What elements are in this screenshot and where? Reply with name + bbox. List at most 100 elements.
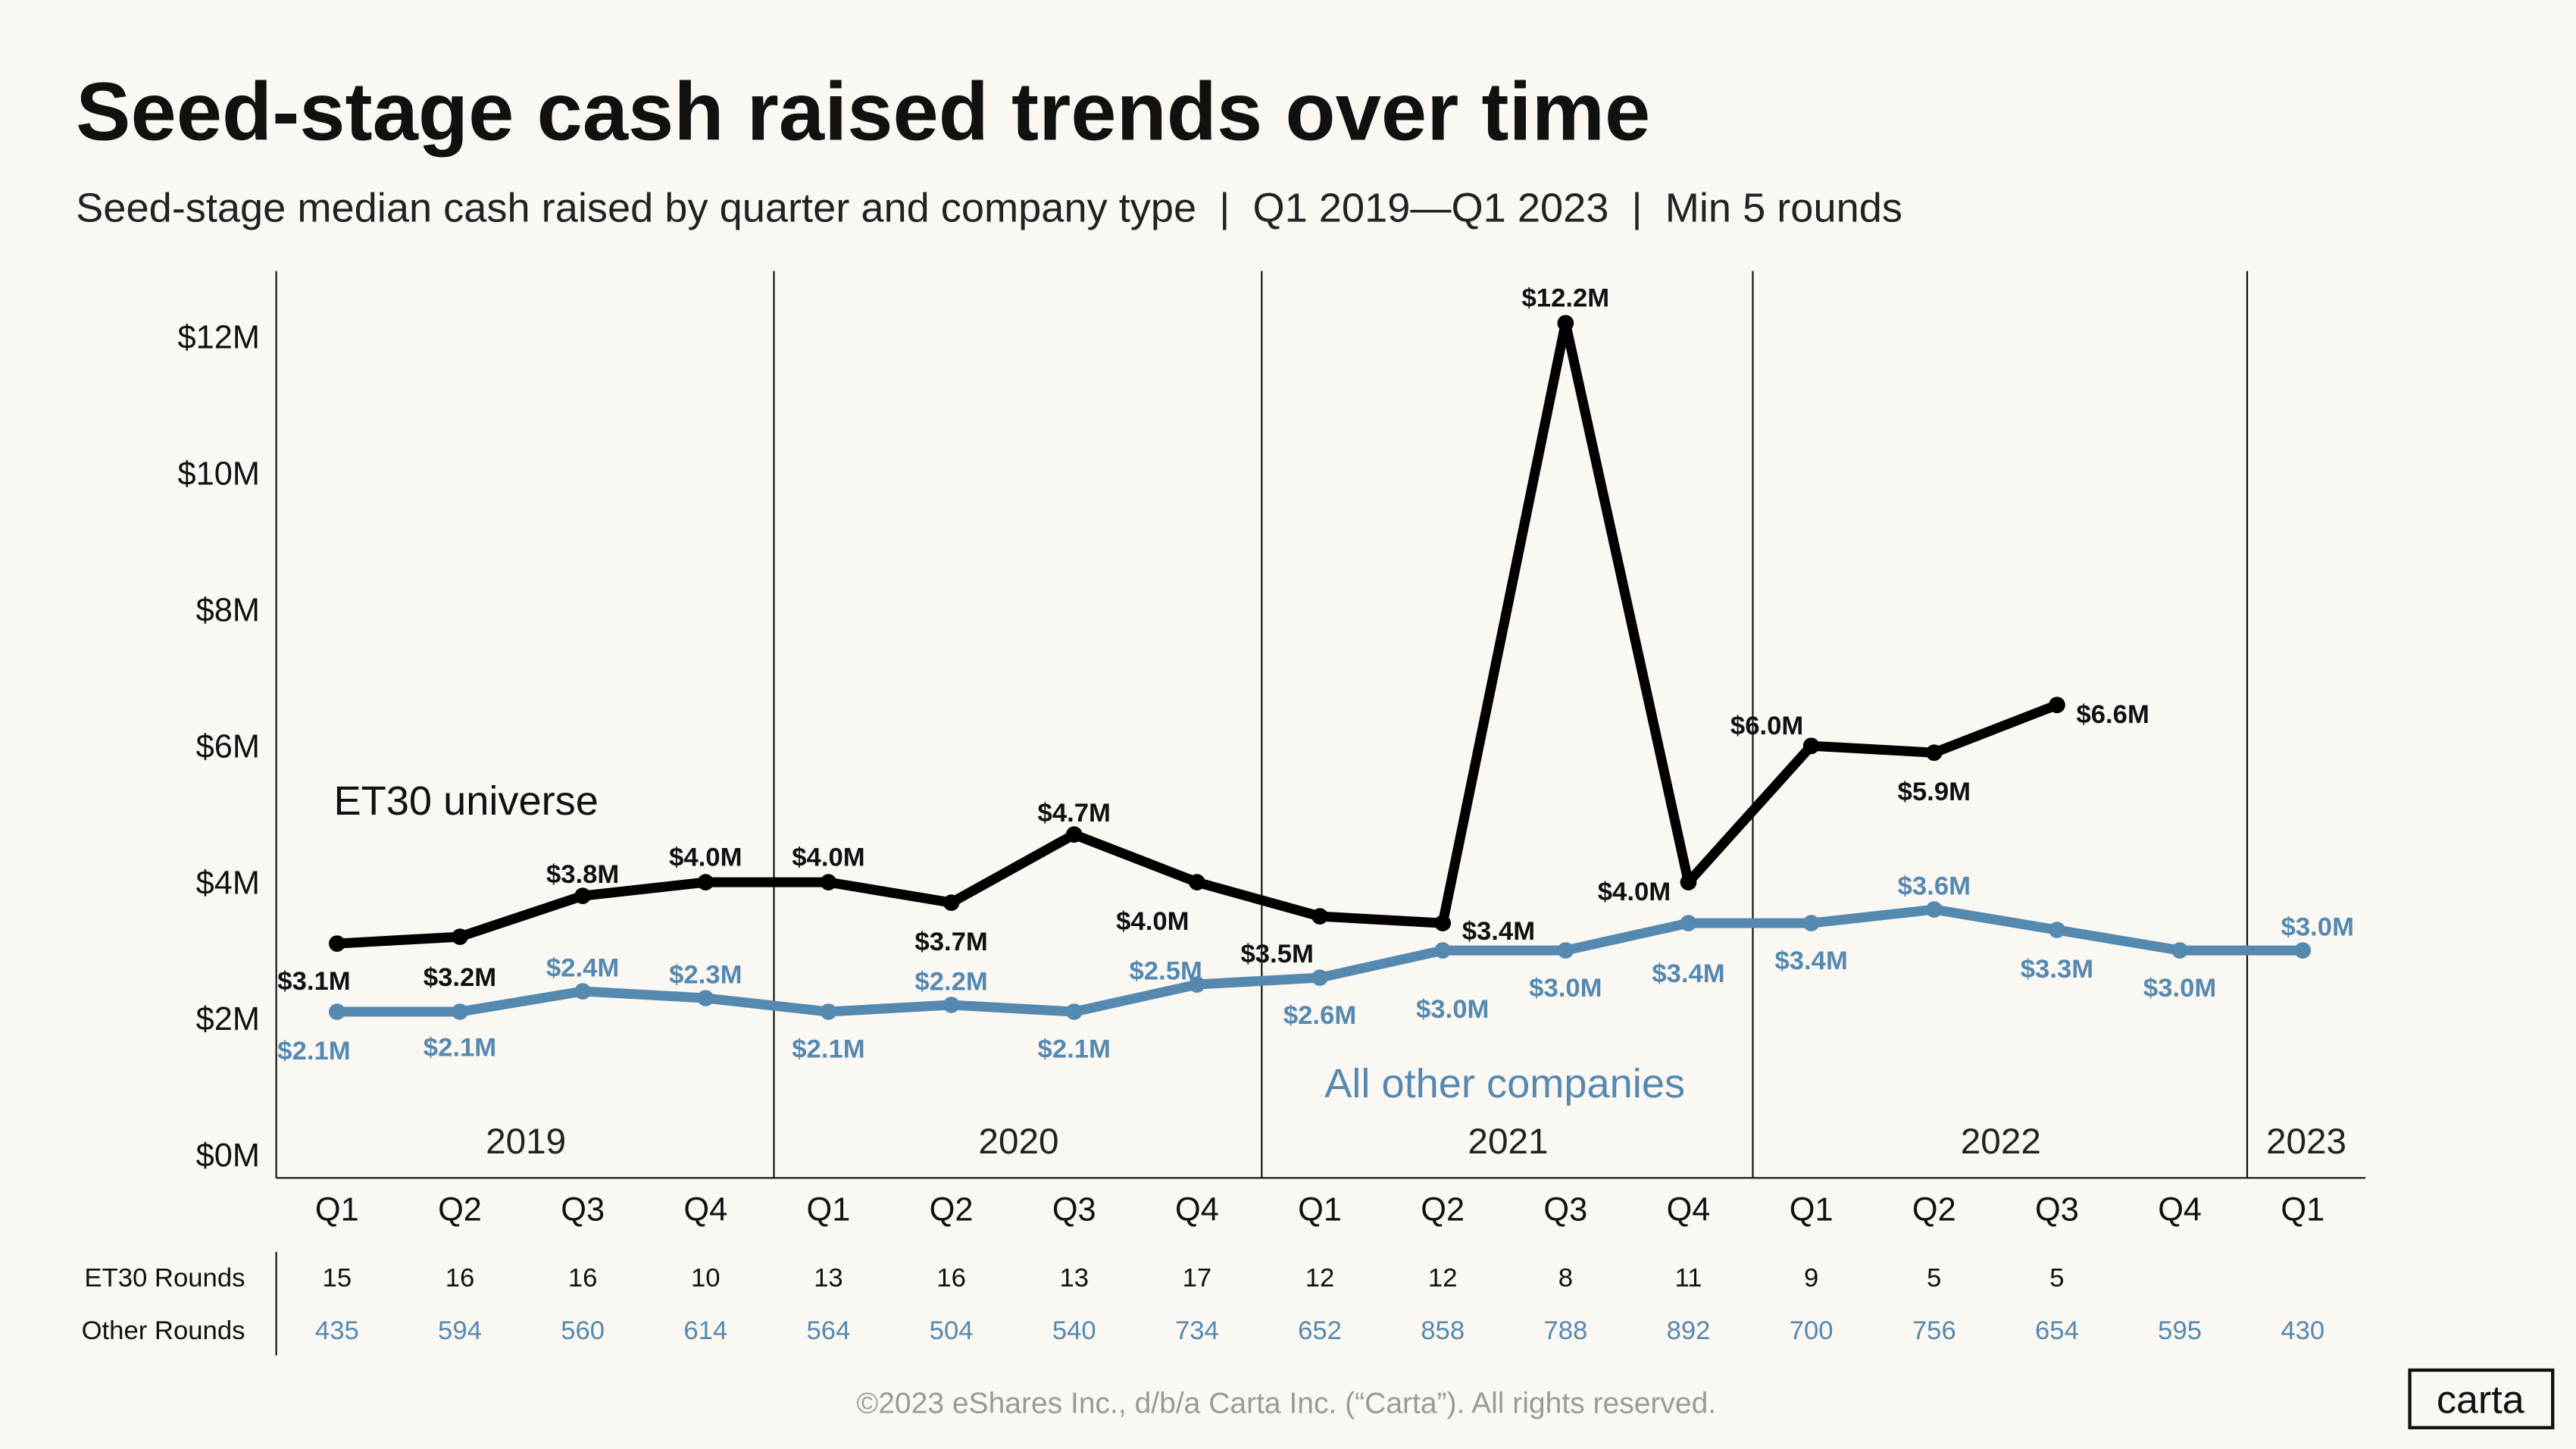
rounds-table: ET30 Rounds 15 16 16 10 13 16 13 17 12 12 8 11 9 5 5 Oth…: [82, 1251, 2324, 1356]
data-point: [1434, 942, 1452, 959]
data-label: $2.1M: [277, 1037, 350, 1066]
table-cell: 9: [1804, 1263, 1818, 1292]
x-tick-label: Q2: [930, 1192, 974, 1228]
table-cell: 734: [1175, 1316, 1219, 1345]
year-label: 2022: [1961, 1122, 2041, 1162]
data-point: [329, 1003, 345, 1020]
table-cell: 16: [445, 1263, 475, 1292]
y-tick-label: $0M: [196, 1138, 260, 1174]
data-point: [2294, 942, 2312, 959]
x-tick-label: Q4: [1175, 1192, 1219, 1228]
table-cell: 16: [936, 1263, 966, 1292]
data-label: $3.3M: [2021, 955, 2093, 984]
x-tick-label: Q1: [1790, 1192, 1834, 1228]
data-point: [1925, 901, 1943, 918]
legend-other: All other companies: [1324, 1061, 1685, 1106]
data-label: $12.2M: [1522, 284, 1610, 313]
chart-title: Seed-stage cash raised trends over time: [76, 65, 1650, 157]
table-cell: 540: [1052, 1316, 1096, 1345]
chart-subtitle: Seed-stage median cash raised by quarter…: [76, 186, 1902, 231]
data-label: $2.1M: [424, 1034, 496, 1062]
data-label: $4.7M: [1038, 799, 1111, 828]
data-labels: $3.1M $3.2M $3.8M $4.0M $4.0M $3.7M $4.7M $4.0M…: [277, 284, 2354, 1066]
data-label: $3.4M: [1774, 947, 1847, 975]
series-lines: [329, 315, 2312, 1020]
data-point: [452, 1003, 468, 1020]
data-label: $5.9M: [1898, 778, 1971, 806]
data-point: [943, 894, 960, 911]
data-point: [1065, 826, 1083, 843]
data-point: [1311, 969, 1328, 986]
data-label: $3.5M: [1241, 940, 1314, 969]
x-tick-label: Q3: [1543, 1192, 1587, 1228]
data-label: $3.8M: [546, 860, 619, 889]
x-tick-label: Q2: [1912, 1192, 1956, 1228]
table-cell: 560: [561, 1316, 605, 1345]
data-label: $2.6M: [1283, 1001, 1356, 1030]
year-label: 2020: [978, 1122, 1058, 1162]
year-label: 2019: [486, 1122, 566, 1162]
table-cell: 652: [1298, 1316, 1342, 1345]
axes: $0M $2M $4M $6M $8M $10M $12M Q1 Q2 Q3 Q4 Q1 Q2 Q3 Q4 Q…: [178, 271, 2366, 1228]
data-point: [1925, 744, 1943, 762]
logo-text: carta: [2437, 1378, 2524, 1422]
year-label: 2021: [1468, 1122, 1548, 1162]
x-tick-label: Q1: [315, 1192, 359, 1228]
data-label: $3.0M: [1529, 974, 1602, 1003]
data-label: $4.0M: [1598, 878, 1671, 906]
data-label: $3.7M: [914, 928, 987, 956]
data-point: [2171, 942, 2188, 959]
table-cell: 504: [930, 1316, 974, 1345]
x-tick-label: Q3: [1052, 1192, 1096, 1228]
table-cell: 756: [1912, 1316, 1956, 1345]
table-cell: 11: [1675, 1263, 1702, 1292]
table-cell: 13: [1059, 1263, 1089, 1292]
table-cell: 15: [323, 1263, 352, 1292]
data-point: [2049, 922, 2065, 938]
table-cell: 17: [1183, 1263, 1212, 1292]
table-cell: 435: [315, 1316, 359, 1345]
data-point: [1557, 942, 1574, 959]
data-point: [574, 983, 591, 1000]
y-tick-label: $12M: [178, 320, 260, 356]
data-point: [1065, 1003, 1083, 1020]
table-cell: 5: [1927, 1263, 1941, 1292]
data-label: $2.3M: [669, 961, 742, 990]
table-cell: 13: [814, 1263, 843, 1292]
data-point: [1434, 915, 1452, 931]
table-cell: 16: [568, 1263, 598, 1292]
table-cell: 594: [438, 1316, 482, 1345]
data-label: $4.0M: [792, 843, 864, 872]
data-label: $6.6M: [2076, 700, 2149, 729]
year-label: 2023: [2266, 1122, 2346, 1162]
x-tick-label: Q4: [2158, 1192, 2202, 1228]
table-row-label: ET30 Rounds: [84, 1263, 245, 1292]
table-row-label: Other Rounds: [82, 1316, 245, 1345]
data-label: $2.2M: [914, 968, 987, 997]
y-tick-label: $4M: [196, 865, 260, 901]
data-point: [452, 928, 468, 945]
x-tick-label: Q4: [683, 1192, 727, 1228]
table-cell: 10: [691, 1263, 721, 1292]
data-point: [1189, 874, 1205, 890]
data-label: $3.1M: [277, 967, 350, 996]
data-label: $3.0M: [2281, 913, 2354, 942]
data-label: $2.4M: [546, 954, 619, 983]
table-cell: 858: [1421, 1316, 1465, 1345]
data-label: $2.5M: [1130, 957, 1202, 986]
data-label: $3.4M: [1462, 917, 1535, 946]
data-point: [1557, 315, 1574, 332]
data-label: $4.0M: [669, 843, 742, 872]
table-cell: 654: [2035, 1316, 2079, 1345]
x-tick-label: Q2: [1421, 1192, 1465, 1228]
data-label: $3.4M: [1652, 959, 1724, 988]
data-point: [697, 990, 714, 1006]
x-tick-label: Q4: [1667, 1192, 1711, 1228]
table-cell: 595: [2158, 1316, 2202, 1345]
table-cell: 5: [2049, 1263, 2064, 1292]
data-point: [329, 935, 345, 952]
data-point: [1311, 908, 1328, 925]
copyright: ©2023 eShares Inc., d/b/a Carta Inc. (“C…: [856, 1387, 1716, 1419]
